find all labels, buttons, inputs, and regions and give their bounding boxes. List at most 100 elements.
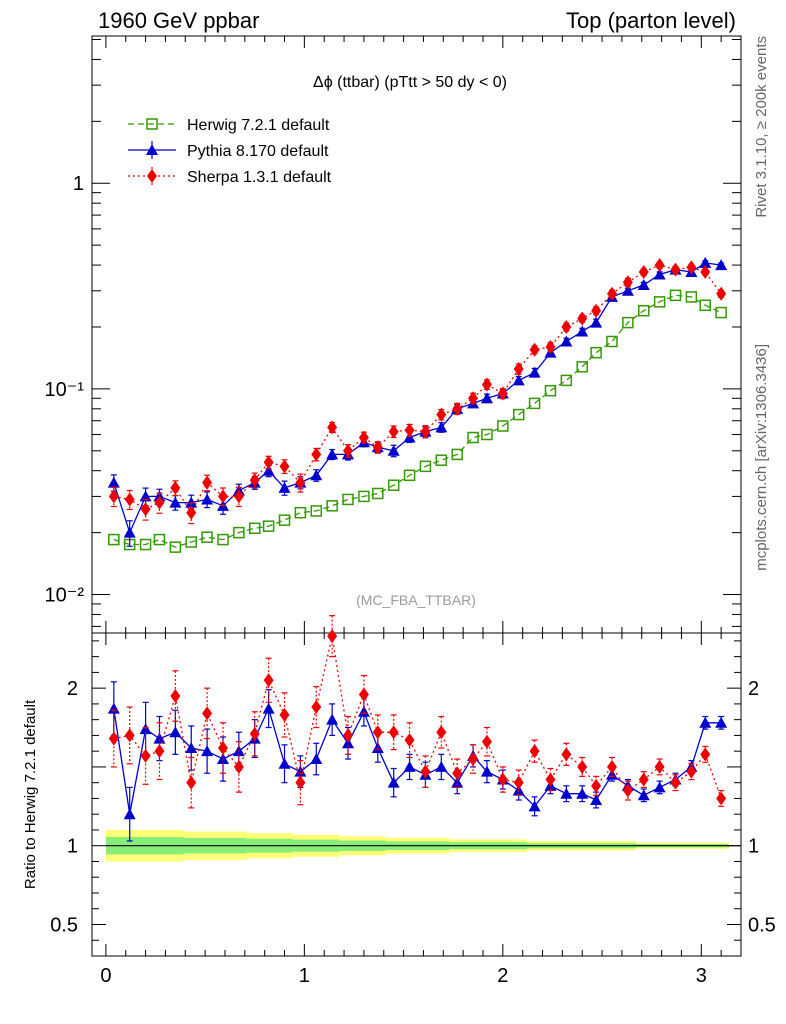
sherpa-point [654,258,665,273]
pythia-point [621,284,634,296]
sherpa-ratio-point [577,759,588,774]
sherpa-ratio-point [311,700,322,715]
ratio-y-tick-label-right: 2 [748,678,759,700]
header-left-label: 1960 GeV ppbar [98,8,259,33]
pythia-ratio-point [528,800,541,812]
sherpa-ratio-point [545,772,556,787]
sherpa-point [686,260,697,275]
sherpa-point [700,265,711,280]
pythia-point [512,374,525,386]
herwig-point [310,505,323,517]
herwig-point [637,304,650,317]
x-tick-label: 1 [299,965,310,987]
pythia-point [653,268,666,280]
sherpa-point [202,475,213,490]
herwig-legend-label: Herwig 7.2.1 default [187,117,330,134]
pythia-point [169,496,182,508]
sherpa-ratio-point [249,726,260,741]
herwig-point [342,493,354,506]
sherpa-ratio-point [622,783,633,798]
sherpa-ratio-point [404,733,415,748]
herwig-point [358,490,370,503]
sherpa-ratio-point [140,748,151,763]
sherpa-point [327,420,338,435]
herwig-point [481,428,493,441]
herwig-point [512,408,525,421]
pythia-ratio-point [294,765,307,777]
ratio-y-tick-label-left: 1 [67,836,78,858]
sherpa-ratio-point [654,759,665,774]
pythia-ratio-point [637,789,650,801]
sherpa-ratio-point [295,775,306,790]
main-y-tick-label: 1 [73,173,84,195]
sherpa-point [217,489,228,504]
x-tick-label: 2 [497,965,508,987]
herwig-point [606,335,618,348]
pythia-ratio-line [113,706,722,815]
sherpa-point [388,424,399,439]
ratio-axis-ticks [92,633,742,956]
sherpa-point [358,430,369,445]
herwig-point [653,296,666,308]
pythia-point [560,335,573,347]
pythia-ratio-point [107,702,120,714]
pythia-point [528,366,541,378]
pythia-ratio-point [357,705,370,717]
pythia-ratio-point [201,745,214,757]
herwig-point [139,538,152,551]
sherpa-legend-label: Sherpa 1.3.1 default [187,169,332,186]
herwig-point [387,479,400,491]
legend: Herwig 7.2.1 default Pythia 8.170 default… [128,117,332,186]
pythia-legend-label: Pythia 8.170 default [187,143,329,160]
herwig-point [544,384,557,397]
rivet-version-label: Rivet 3.1.10, ≥ 200k events [753,36,770,218]
sherpa-legend-marker [147,169,157,183]
sherpa-point [577,311,588,326]
pythia-point [310,469,323,481]
main-panel: 110⁻¹10⁻² Δϕ (ttbar) (pTtt > 50 dy < 0) … [45,35,742,634]
herwig-legend-marker [146,118,158,130]
sherpa-point [529,342,540,357]
sherpa-point [606,286,617,301]
sherpa-point [233,489,244,504]
x-tick-label: 3 [696,965,707,987]
herwig-point [153,533,166,546]
herwig-point [560,374,573,387]
sherpa-ratio-point [606,759,617,774]
pythia-ratio-point [169,726,182,738]
pythia-point [107,476,120,488]
main-series-layer [107,256,728,553]
pythia-ratio-point [262,702,275,714]
sherpa-point [561,319,572,334]
herwig-point [576,361,588,373]
pythia-point [715,259,728,271]
herwig-point [590,346,602,359]
sherpa-ratio-point [468,752,479,767]
sherpa-point [481,377,492,392]
herwig-point [278,514,291,526]
sherpa-point [404,423,415,438]
main-y-tick-labels: 1 10⁻¹ 10⁻² [45,173,85,606]
herwig-point [169,541,182,553]
ratio-y-tick-label-right: 0.5 [748,914,776,936]
ratio-y-tick-label-right: 1 [748,836,759,858]
sherpa-ratio-point [497,772,508,787]
pythia-point [278,481,291,493]
sherpa-ratio-point [233,759,244,774]
pythia-ratio-point [590,794,603,806]
sherpa-point [343,443,354,458]
sherpa-ratio-point [686,764,697,779]
pythia-ratio-point [699,716,712,728]
sherpa-point [311,447,322,462]
sherpa-point [622,275,633,290]
pythia-ratio-point [310,753,323,765]
sherpa-ratio-line [113,636,722,799]
sherpa-point [497,386,508,401]
pythia-legend-marker [146,144,158,155]
sherpa-line [113,264,722,514]
sherpa-point [170,480,181,495]
herwig-point [262,520,275,532]
sherpa-ratio-point [170,689,181,704]
